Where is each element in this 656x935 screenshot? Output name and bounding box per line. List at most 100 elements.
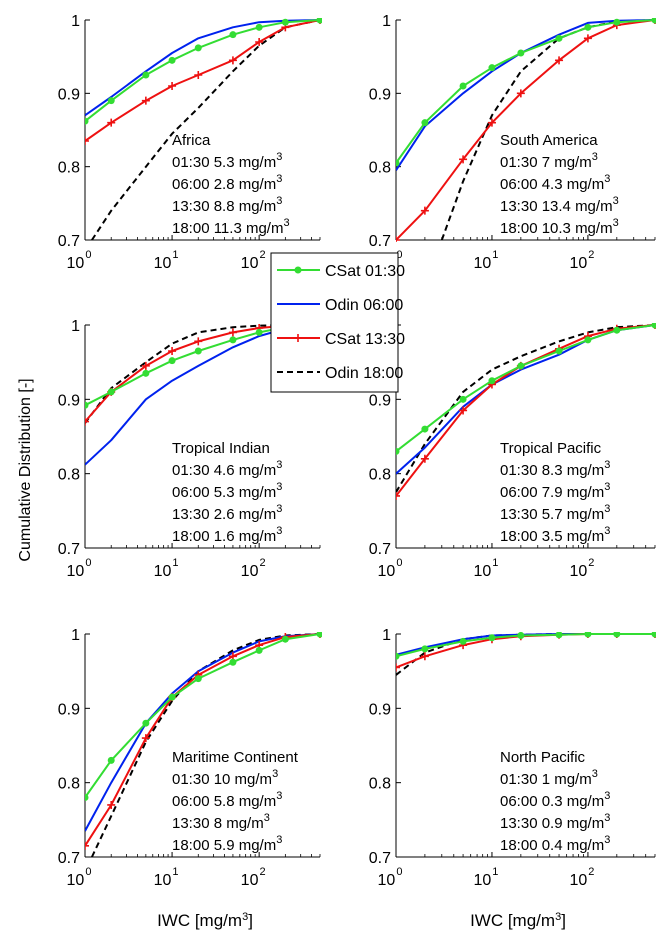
series-marker: [421, 425, 429, 433]
series-marker: [168, 56, 176, 64]
series-marker: [107, 97, 115, 105]
y-tick-label: 0.9: [58, 701, 80, 718]
series-line: [85, 19, 321, 142]
series-marker: [584, 336, 592, 344]
y-tick-label: 1: [382, 13, 391, 30]
y-tick-label: 1: [71, 318, 80, 335]
series-marker: [85, 137, 89, 145]
y-tick-label: 0.9: [369, 86, 391, 103]
legend-label: CSat 13:30: [325, 331, 405, 348]
series-marker: [142, 71, 150, 79]
y-axis-label: Cumulative Distribution [-]: [17, 378, 34, 561]
series-marker: [255, 38, 264, 46]
x-tick-label: 102: [569, 866, 594, 889]
panel-title: South America: [500, 132, 598, 149]
series-3: [91, 19, 321, 241]
x-tick-label: 100: [67, 249, 92, 272]
y-tick-label: 0.9: [58, 392, 80, 409]
series-marker: [421, 645, 429, 653]
series-marker: [583, 34, 592, 43]
legend-label: CSat 01:30: [325, 263, 405, 280]
series-marker: [228, 56, 237, 65]
mean-label: 18:00 3.5 mg/m3: [500, 525, 610, 545]
mean-label: 13:30 0.9 mg/m3: [500, 812, 610, 832]
series-marker: [396, 236, 400, 242]
mean-label: 18:00 0.4 mg/m3: [500, 834, 610, 854]
series-marker: [316, 18, 322, 24]
y-tick-label: 0.8: [58, 776, 80, 793]
panel-title: Tropical Pacific: [500, 440, 602, 457]
series-marker: [229, 658, 237, 666]
series-marker: [584, 632, 592, 638]
series-marker: [228, 328, 237, 337]
mean-label: 06:00 5.8 mg/m3: [172, 790, 282, 810]
series-line: [91, 19, 321, 241]
legend-label: Odin 06:00: [325, 297, 403, 314]
y-tick-label: 0.7: [369, 541, 391, 558]
series-marker: [194, 71, 203, 79]
mean-label: 13:30 2.6 mg/m3: [172, 503, 282, 523]
x-tick-label: 100: [378, 866, 403, 889]
legend-box: [270, 252, 399, 393]
series-marker: [396, 652, 400, 660]
series-marker: [107, 388, 115, 396]
x-tick-label: 102: [241, 557, 266, 580]
series-marker: [107, 800, 116, 809]
series-marker: [459, 637, 467, 645]
series-line: [396, 633, 655, 676]
panel-4: 0.7 0.8 0.9 1 100 101 102 Maritime Continent 01:…: [58, 627, 322, 889]
series-3: [396, 633, 655, 676]
series-1: [85, 19, 321, 117]
y-tick-label: 0.7: [58, 541, 80, 558]
series-marker: [516, 89, 525, 98]
series-marker: [459, 82, 467, 90]
series-marker: [396, 159, 400, 167]
series-marker: [555, 56, 564, 65]
series-marker: [555, 632, 563, 639]
legend-entry: Odin 06:00: [277, 297, 403, 314]
series-marker: [168, 82, 177, 90]
mean-label: 13:30 8.8 mg/m3: [172, 195, 282, 215]
series-marker: [651, 323, 656, 329]
y-tick-label: 0.8: [369, 160, 391, 177]
panel-title: Maritime Continent: [172, 749, 299, 766]
mean-label: 01:30 1 mg/m3: [500, 768, 598, 788]
x-tick-label: 102: [569, 557, 594, 580]
series-marker: [459, 395, 467, 403]
series-marker: [85, 401, 89, 409]
series-marker: [168, 347, 177, 356]
x-tick-label: 100: [67, 557, 92, 580]
series-marker: [85, 841, 89, 850]
y-tick-label: 0.9: [58, 86, 80, 103]
mean-label: 13:30 13.4 mg/m3: [500, 195, 619, 215]
series-marker: [255, 23, 263, 31]
series-marker: [229, 31, 237, 39]
series-marker: [555, 34, 563, 42]
series-marker: [488, 64, 496, 72]
legend-marker: [294, 334, 302, 342]
series-line: [85, 19, 321, 117]
x-axis-label-left: IWC [mg/m3]: [157, 911, 253, 930]
x-tick-label: 101: [154, 866, 179, 889]
series-marker: [459, 155, 468, 164]
panel-5: 0.7 0.8 0.9 1 100 101 102 North Pacific 01:30 1 …: [369, 627, 656, 889]
series-0: [85, 632, 322, 802]
series-0: [396, 323, 656, 455]
legend-label: Odin 18:00: [325, 365, 403, 382]
series-marker: [85, 794, 89, 802]
legend-entry: Odin 18:00: [277, 365, 403, 382]
series-marker: [85, 117, 89, 125]
series-marker: [142, 719, 150, 727]
mean-label: 18:00 10.3 mg/m3: [500, 217, 619, 237]
mean-label: 01:30 7 mg/m3: [500, 151, 598, 171]
y-tick-label: 0.7: [369, 850, 391, 867]
series-marker: [613, 326, 621, 334]
series-line: [396, 324, 656, 453]
series-marker: [194, 675, 202, 683]
series-marker: [488, 634, 496, 642]
y-tick-label: 0.8: [58, 467, 80, 484]
series-2: [85, 18, 322, 145]
series-marker: [316, 632, 322, 638]
